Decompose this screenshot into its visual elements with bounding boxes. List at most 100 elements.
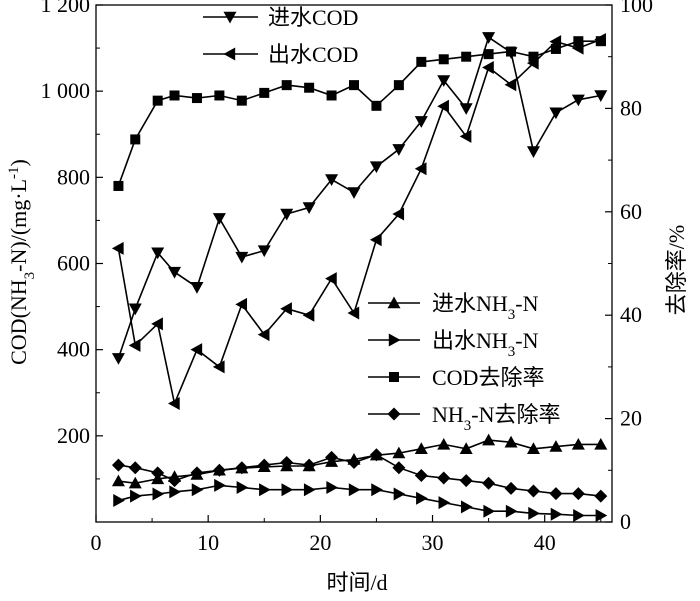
data-point [304,82,315,93]
legend-marker [389,372,399,382]
data-point [190,343,203,357]
data-point [236,95,247,106]
data-point [151,466,165,480]
data-point [281,80,292,91]
data-point [437,75,451,87]
data-point [414,442,428,454]
data-point [438,496,451,510]
data-point [549,107,563,120]
data-point [151,317,163,331]
data-point [168,474,182,488]
data-point [303,483,316,497]
data-point [571,94,585,107]
data-point [151,247,165,260]
data-point [459,103,473,115]
data-point [369,448,383,462]
data-point [191,483,204,497]
y-left-tick-label: 800 [57,164,90,189]
data-point [152,95,163,106]
legend-entry: NH3-N去除率 [368,402,561,434]
data-point [416,491,428,505]
data-point [573,509,585,523]
y-left-title-mid: -N)/(mg·L [6,179,31,272]
data-point [259,87,270,98]
data-point [152,487,165,501]
legend-marker [387,296,401,309]
data-point [168,397,180,411]
data-point [482,476,496,490]
data-point [550,507,563,521]
data-point [483,504,496,518]
data-point [460,500,473,514]
data-point [113,493,125,507]
legend-label: NH3-N去除率 [432,402,561,434]
data-point [369,233,382,247]
y-left-tick-label: 1 000 [41,78,91,103]
legend-entry: 进水COD [203,5,358,30]
legend-label: 出水COD [268,42,358,67]
data-point [326,481,339,495]
data-point [326,90,337,101]
data-point [482,433,496,446]
data-point [347,187,361,199]
legend-label: 进水COD [268,5,358,30]
data-point [549,487,563,501]
data-point [212,213,226,225]
data-point [214,90,225,101]
data-point [483,49,494,60]
series-2 [111,32,606,411]
data-point [257,458,271,472]
y-left-tick-label: 1 200 [41,0,91,17]
data-point [130,134,141,145]
x-tick-label: 20 [309,530,331,555]
data-point [190,281,204,294]
data-point [168,266,182,279]
data-point [302,308,315,322]
data-point [257,245,271,258]
data-point [191,93,202,104]
y-left-axis-title: COD(NH3-N)/(mg·L-1) [6,159,38,365]
data-point [594,437,608,450]
data-point [392,207,405,221]
data-point [595,509,608,523]
data-point [128,338,141,352]
data-point [348,483,361,497]
legend-bottom: 进水NH3-N 出水NH3-N COD去除率 NH3-N去除率 [368,291,561,434]
data-point [505,504,518,518]
legend-entry: 出水NH3-N [368,328,539,360]
data-point [259,483,271,497]
x-tick-label: 10 [197,530,219,555]
y-left-title-sup: -1 [6,166,22,179]
data-point [528,51,539,62]
data-point [212,463,226,477]
axis-ticks: 0 10 20 30 40 200 400 600 800 1 000 1 200 0 20 40 60 80… [41,0,654,555]
data-point [461,51,472,62]
data-point [459,129,472,143]
data-point [128,476,142,489]
data-point [280,302,292,316]
data-point [214,478,226,492]
data-point [280,208,294,221]
legend-label: 出水NH3-N [432,328,539,360]
data-point [369,161,383,174]
x-tick-label: 0 [91,530,102,555]
y-left-title-end: ) [6,159,31,166]
data-point [281,483,294,497]
data-point [482,32,496,44]
x-tick-label: 40 [534,530,556,555]
data-point [438,54,449,65]
data-point [169,485,182,499]
data-point [236,481,249,495]
data-point [325,174,339,186]
data-point [128,461,142,475]
data-point [437,99,449,113]
data-point [128,303,142,316]
data-point [280,456,294,470]
data-point [371,100,382,111]
data-point [506,46,517,57]
data-point [594,90,608,102]
data-point [528,506,540,520]
x-axis-title: 时间/d [326,570,387,595]
legend-marker [223,11,237,24]
